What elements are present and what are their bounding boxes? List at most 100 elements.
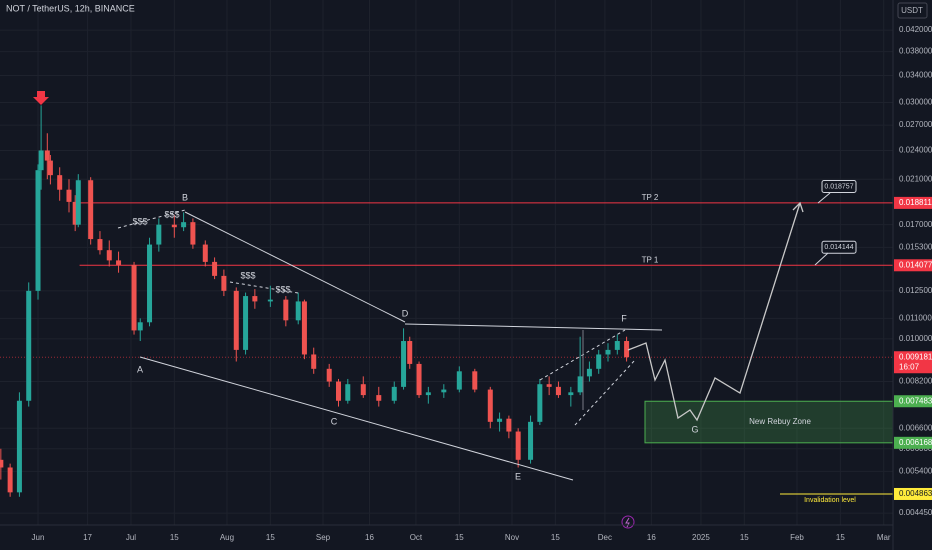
axes: Jun 17 Jul 15 Aug 15 Sep 16 Oct 15 Nov 15 Dec 16 2025 1… — [32, 25, 932, 542]
candle-body — [301, 301, 307, 355]
price-tag — [894, 487, 932, 500]
candle-body — [72, 201, 78, 225]
y-tick-label: 0.004450 — [899, 508, 932, 517]
x-tick-label: Mar — [877, 533, 891, 542]
zones: TP 2 TP 1 0.018757 0.014144 New Rebuy Zone In… — [0, 180, 894, 504]
candle-body — [190, 222, 196, 245]
wave-label: F — [621, 313, 627, 323]
wave-label: A — [137, 364, 143, 374]
top-arrow — [33, 91, 49, 105]
candle-body — [546, 384, 552, 387]
candle-body — [233, 290, 239, 350]
candle-body — [75, 180, 81, 225]
wave-labels: A B C D E F G $$$ $$$ $$$ $$$ — [132, 192, 698, 481]
candle-body — [221, 275, 227, 291]
y-tick-label: 0.012500 — [899, 286, 932, 295]
candle-body — [202, 244, 208, 262]
candle-body — [568, 392, 574, 396]
x-tick-label: Nov — [505, 533, 519, 542]
y-tick-label: 0.021000 — [899, 174, 932, 183]
invalidation-label: Invalidation level — [804, 497, 856, 504]
candle-body — [35, 170, 41, 291]
x-tick-label: Sep — [316, 533, 331, 542]
candles — [0, 105, 630, 497]
callout-pointer — [814, 252, 829, 266]
candle-body — [335, 381, 341, 401]
wedge-bottom — [139, 356, 574, 481]
candle-body — [7, 467, 13, 493]
wedge-top — [184, 211, 406, 323]
candle-body — [577, 376, 583, 393]
wave-label: C — [331, 416, 338, 426]
candle-body — [88, 180, 94, 240]
x-tick-label: Oct — [410, 533, 423, 542]
rebuy-zone — [644, 400, 894, 444]
price-tag — [894, 351, 932, 374]
candle-body — [97, 239, 103, 251]
candle-body — [528, 421, 534, 460]
x-tick-label: Aug — [220, 533, 234, 542]
event-circle — [621, 515, 635, 529]
candle-body — [156, 224, 162, 245]
candle-body — [614, 341, 620, 350]
x-tick-label: 16 — [365, 533, 374, 542]
liquidity-label: $$$ — [275, 284, 290, 294]
liquidity-label: $$$ — [132, 216, 147, 226]
y-tick-label: 0.027000 — [899, 120, 932, 129]
y-tick-label: 0.011000 — [899, 313, 932, 322]
candle-body — [44, 150, 50, 161]
candle-body — [137, 322, 143, 331]
candle-body — [407, 341, 413, 364]
candle-body — [487, 389, 493, 422]
price-axis-bg — [893, 0, 932, 550]
price-tag-label: 0.014077 — [899, 260, 932, 269]
candle-body — [16, 400, 22, 493]
liquidity-label: $$$ — [164, 209, 179, 219]
resistance — [404, 323, 663, 331]
y-tick-label: 0.005400 — [899, 467, 932, 476]
level-name: TP 1 — [642, 255, 659, 264]
candle-body — [0, 459, 4, 468]
level-name: TP 2 — [642, 193, 659, 202]
candle-body — [47, 160, 53, 176]
price-tag — [894, 196, 932, 209]
x-tick-label: Jun — [32, 533, 45, 542]
candle-body — [252, 296, 258, 302]
price-tag-label: 0.007483 — [899, 396, 932, 405]
x-tick-label: 16 — [647, 533, 656, 542]
candle-body — [66, 189, 72, 202]
price-tag — [894, 259, 932, 272]
x-tick-label: Jul — [126, 533, 136, 542]
y-tick-label: 0.015300 — [899, 242, 932, 251]
y-tick-label: 0.010000 — [899, 334, 932, 343]
candle-body — [283, 299, 289, 321]
y-tick-label: 0.042000 — [899, 25, 932, 34]
candle-body — [212, 261, 218, 276]
candle-body — [425, 392, 431, 396]
candle-body — [586, 368, 592, 377]
target-label: 0.018757 — [824, 183, 853, 190]
currency: USDT — [901, 6, 923, 15]
candle-body — [515, 431, 521, 460]
x-tick-label: 15 — [170, 533, 179, 542]
candle-body — [416, 363, 422, 396]
target-label: 0.014144 — [824, 244, 853, 251]
price-tag-label: 0.004863 — [899, 489, 932, 498]
x-tick-label: 15 — [455, 533, 464, 542]
currency-box — [897, 2, 928, 19]
callout-pointer — [817, 192, 831, 204]
candle-body — [555, 386, 561, 396]
candle-body — [243, 296, 249, 350]
candle-body — [345, 384, 351, 401]
candle-body — [596, 354, 602, 369]
y-tick-label: 0.008200 — [899, 377, 932, 386]
x-tick-label: 15 — [266, 533, 275, 542]
candle-body — [116, 260, 122, 265]
x-tick-label: 2025 — [692, 533, 710, 542]
price-tag — [894, 436, 932, 449]
candle-body — [181, 222, 187, 228]
candle-body — [38, 150, 44, 171]
wave-label: D — [402, 308, 409, 318]
projection-arrow — [792, 201, 804, 213]
